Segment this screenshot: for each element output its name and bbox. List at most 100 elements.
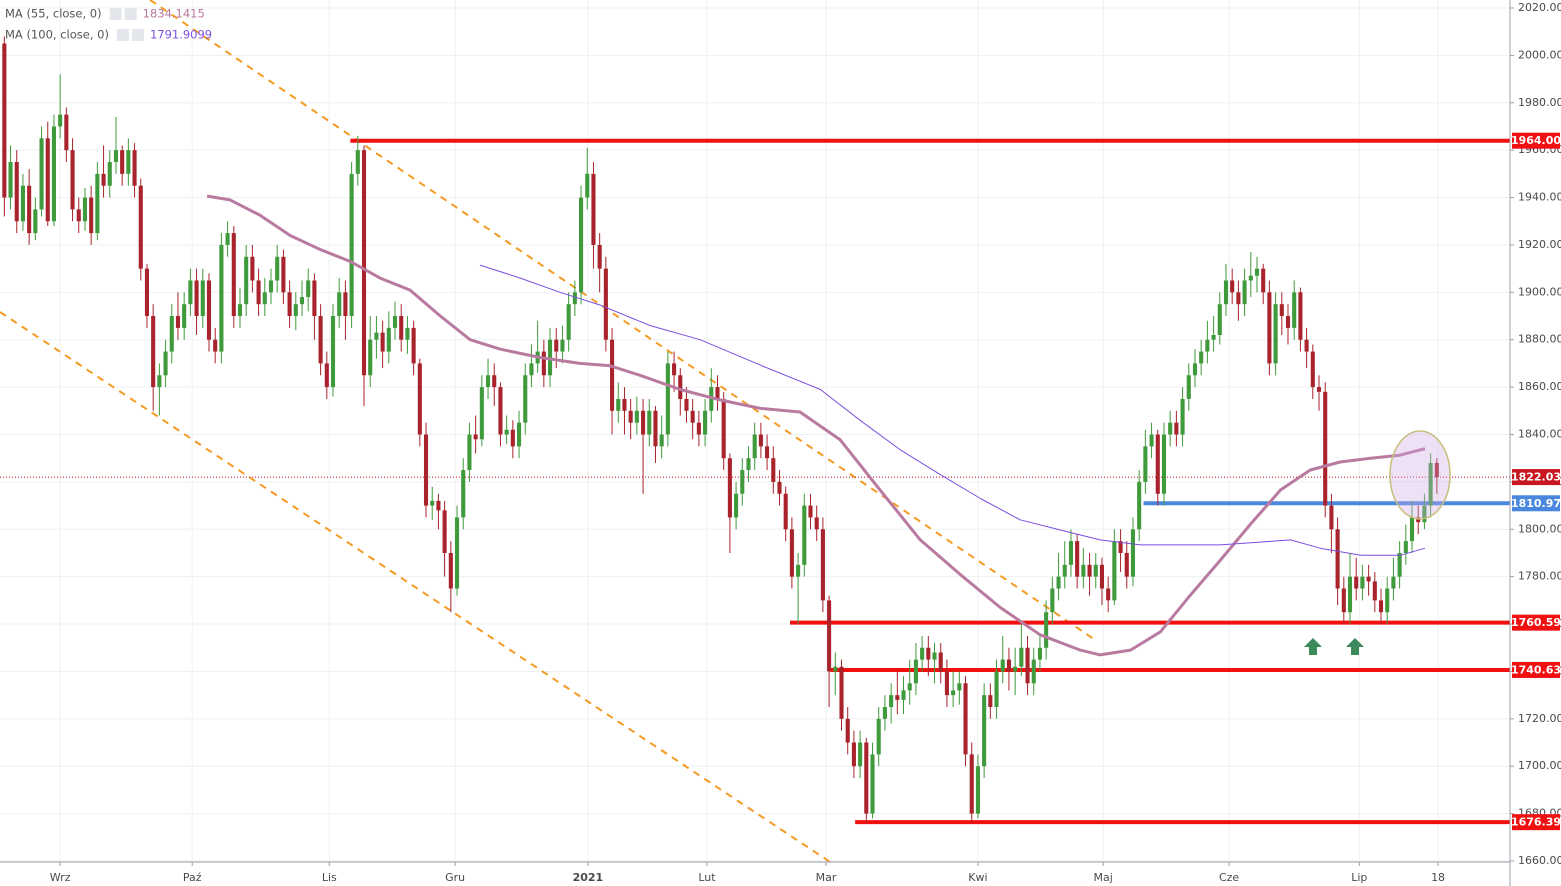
- candle-body: [870, 754, 875, 814]
- candle-body: [1168, 422, 1173, 435]
- candle-body: [1081, 564, 1086, 577]
- close-button: [124, 8, 137, 20]
- candle-body: [467, 434, 472, 471]
- candle-body: [734, 493, 739, 518]
- candle-body: [163, 351, 168, 376]
- candle-body: [392, 316, 398, 328]
- candle-body: [516, 422, 522, 447]
- candle-body: [95, 173, 100, 234]
- candle-body: [386, 327, 391, 352]
- candle-body: [1236, 292, 1241, 305]
- candle-body: [913, 659, 918, 684]
- candle-body: [287, 292, 292, 317]
- x-tick-label: Wrz: [50, 871, 71, 884]
- candle-body: [1298, 292, 1303, 340]
- candle-body: [1037, 647, 1042, 660]
- x-tick-label: Kwi: [968, 871, 987, 884]
- candle-body: [1335, 529, 1340, 589]
- candle-body: [2, 43, 7, 198]
- candle-body: [256, 280, 261, 305]
- candle-body: [827, 600, 832, 672]
- candle-body: [473, 434, 478, 440]
- candle-body: [20, 185, 25, 222]
- candle-body: [808, 505, 813, 518]
- candle-body: [789, 529, 794, 577]
- candle-body: [634, 410, 639, 423]
- candle-body: [113, 150, 119, 163]
- candle-body: [299, 297, 305, 305]
- candle-body: [1223, 280, 1229, 305]
- settings-button: [116, 29, 129, 41]
- candle-body: [330, 316, 336, 388]
- arrow-up: [1304, 638, 1322, 655]
- candle-body: [1044, 612, 1049, 648]
- candle-body: [845, 718, 850, 743]
- candle-body: [944, 671, 949, 696]
- candle-body: [696, 422, 701, 435]
- price-label-bg: [1512, 661, 1560, 678]
- candle-body: [771, 458, 776, 482]
- price-label: 1676.39: [1511, 816, 1561, 829]
- candle-body: [684, 398, 689, 411]
- candle-body: [585, 173, 590, 198]
- x-tick-label: Gru: [445, 871, 465, 884]
- candle-body: [213, 339, 218, 352]
- price-label: 1760.59: [1511, 616, 1561, 629]
- candle-body: [982, 695, 987, 767]
- x-tick-label: Lut: [698, 871, 716, 884]
- y-tick-label: 1860.00: [1518, 380, 1561, 393]
- candle-body: [27, 185, 32, 234]
- candle-body: [653, 410, 658, 447]
- candle-body: [1112, 541, 1117, 601]
- x-tick-label: 2021: [573, 871, 604, 884]
- candle-body: [1106, 588, 1111, 601]
- trendline: [149, 0, 1096, 641]
- candle-body: [498, 387, 503, 435]
- candle-body: [151, 316, 156, 388]
- candle-body: [1378, 600, 1384, 613]
- candle-body: [132, 150, 137, 186]
- candle-body: [14, 162, 19, 222]
- candle-body: [1068, 541, 1073, 565]
- moving-average: [206, 194, 1426, 657]
- candle-body: [1143, 446, 1148, 482]
- x-tick-label: Lis: [322, 871, 337, 884]
- annotations: [1304, 430, 1451, 655]
- y-tick-label: 1780.00: [1518, 570, 1561, 583]
- candle-body: [641, 410, 646, 435]
- candle-body: [138, 185, 143, 269]
- candle-body: [1230, 280, 1235, 293]
- candle-body: [70, 150, 75, 210]
- candle-body: [721, 398, 726, 459]
- candle-body: [715, 387, 720, 399]
- price-label-bg: [1512, 814, 1560, 831]
- candle-body: [895, 695, 900, 700]
- candle-body: [1205, 339, 1210, 352]
- candle-body: [628, 410, 633, 423]
- candle-body: [616, 398, 621, 411]
- candle-body: [361, 150, 367, 376]
- candle-body: [337, 292, 342, 317]
- candle-body: [975, 766, 980, 814]
- candle-body: [244, 256, 249, 305]
- candle-body: [454, 517, 460, 589]
- candle-body: [529, 363, 534, 376]
- candle-body: [1372, 581, 1377, 601]
- candle-body: [901, 690, 906, 700]
- x-tick-label: Paź: [183, 871, 202, 884]
- candle-body: [1397, 552, 1402, 577]
- candle-body: [1124, 552, 1129, 577]
- candle-body: [1434, 462, 1439, 478]
- candle-body: [1075, 541, 1080, 577]
- plot-area: [0, 0, 1510, 862]
- candle-body: [603, 268, 608, 340]
- candle-body: [579, 197, 584, 293]
- candle-body: [89, 197, 94, 234]
- candle-body: [237, 304, 243, 317]
- candle-body: [703, 410, 708, 435]
- candle-body: [814, 517, 819, 530]
- x-tick-label: Maj: [1094, 871, 1113, 884]
- candle-body: [312, 280, 317, 317]
